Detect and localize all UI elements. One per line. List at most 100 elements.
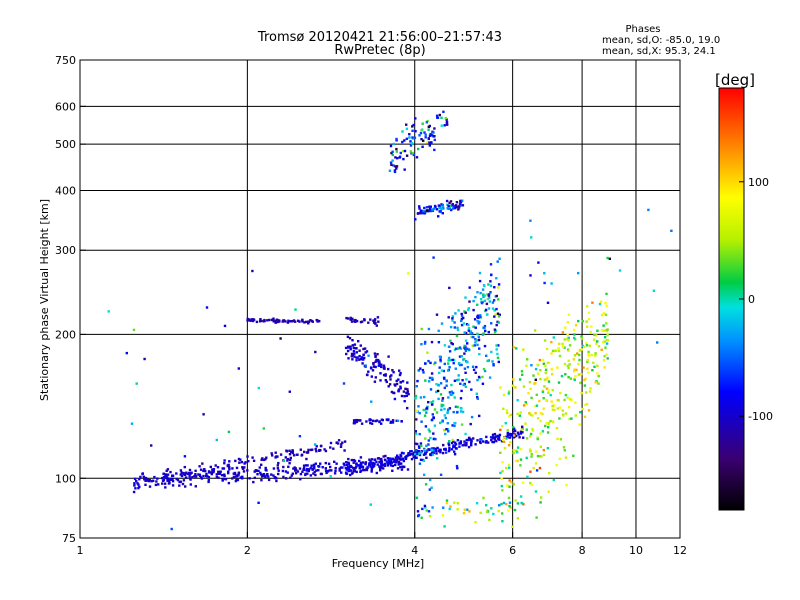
data-point [401,149,405,153]
data-point [423,504,427,508]
data-point [504,422,507,425]
data-point [476,343,479,347]
data-point [470,335,473,339]
data-point [424,340,427,344]
data-point [391,369,394,372]
data-point [407,272,410,275]
data-point [447,362,450,365]
data-point [489,436,493,439]
data-point [503,436,506,439]
data-point [409,150,412,153]
data-point [364,351,367,354]
data-point [263,458,266,462]
data-point [289,458,292,462]
data-point [500,502,503,506]
data-point [256,473,259,476]
data-point [557,381,561,384]
data-point [379,462,383,465]
data-point [289,456,292,460]
data-point [464,296,467,299]
data-point [437,329,440,332]
data-point [582,366,585,369]
data-point [530,396,533,400]
data-point [264,468,267,472]
data-point [267,478,271,482]
data-point [276,464,279,467]
data-point [330,469,333,472]
data-point [482,326,485,329]
data-point [362,353,365,357]
data-point [234,459,237,463]
data-point [334,469,337,472]
data-point [473,318,477,321]
data-point [359,357,362,361]
data-point [521,431,524,434]
data-point [485,313,489,316]
data-point [335,462,338,465]
data-point [540,496,543,499]
data-point [348,465,351,468]
data-point [406,391,409,395]
data-point [439,421,442,425]
data-point [551,408,555,411]
data-point [439,209,442,213]
data-point [452,362,455,365]
data-point [198,474,202,477]
data-point [508,433,512,437]
data-point [171,474,174,477]
data-point [390,374,393,377]
data-point [418,446,421,449]
data-point [512,346,516,349]
data-point [380,363,383,366]
data-point [317,320,320,323]
data-point [559,391,562,395]
data-point [537,261,540,264]
data-point [583,378,586,382]
data-point [557,347,560,350]
data-point [425,509,428,512]
data-point [414,394,418,398]
data-point [224,478,228,481]
data-point [489,280,492,283]
data-point [423,206,426,210]
data-point [526,358,529,361]
data-point [530,483,533,486]
data-point [366,373,369,377]
data-point [441,514,445,517]
data-point [415,418,418,421]
data-point [292,319,296,323]
data-point [389,421,392,424]
data-point [342,462,345,465]
data-point [448,507,451,511]
data-point [566,321,569,324]
data-point [455,201,459,204]
data-point [476,320,479,323]
data-point [479,511,482,515]
data-point [372,362,375,366]
data-point [421,507,424,511]
data-point [176,478,180,482]
data-point [564,393,568,397]
data-point [272,474,275,477]
data-point [353,343,357,346]
data-point [299,448,302,451]
data-point [408,136,411,139]
data-point [501,512,504,515]
data-point [487,307,491,310]
data-point [512,378,515,381]
data-point [469,422,472,426]
data-point [351,353,355,357]
data-point [313,465,316,468]
data-point [589,387,592,390]
data-point [538,466,542,470]
data-point [575,368,578,372]
data-point [456,508,459,511]
data-point [433,362,436,366]
data-point [428,134,432,137]
data-point [578,358,581,362]
data-point [350,472,354,475]
data-point [535,450,538,453]
data-point [463,344,466,348]
data-point [429,436,432,440]
